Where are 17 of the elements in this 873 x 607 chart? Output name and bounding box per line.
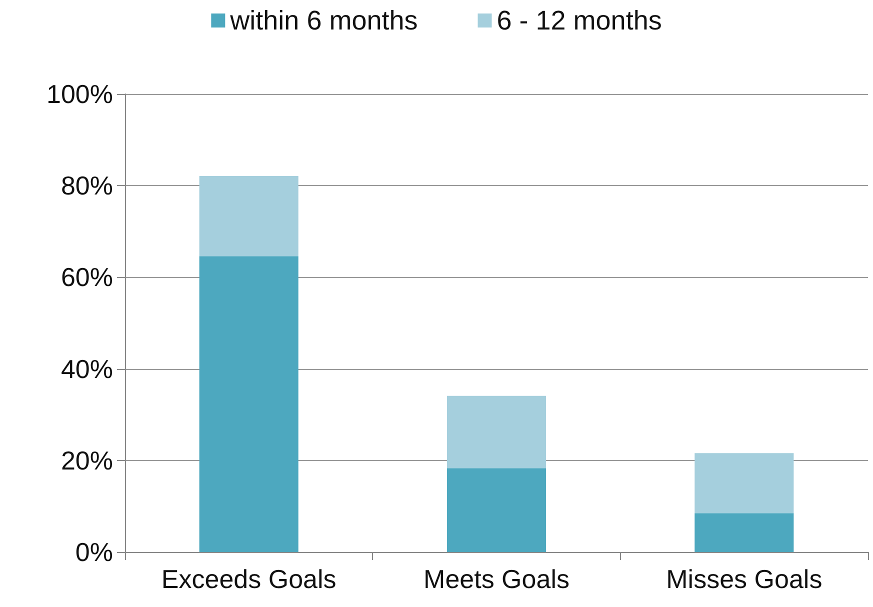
x-tick-label: Meets Goals	[424, 564, 570, 594]
y-tick-label: 0%	[75, 537, 113, 567]
legend-label: 6 - 12 months	[496, 6, 662, 36]
x-tick-label: Misses Goals	[666, 564, 822, 594]
bar	[446, 468, 546, 552]
bar	[446, 396, 546, 468]
bar	[199, 256, 298, 552]
y-tick-label: 80%	[60, 170, 113, 201]
bar	[694, 513, 794, 552]
bar	[694, 453, 794, 514]
y-tick-label: 20%	[60, 445, 113, 476]
x-tick-label: Exceeds Goals	[161, 564, 336, 594]
y-tick-label: 40%	[60, 354, 113, 384]
y-tick-label: 100%	[46, 79, 113, 109]
bar	[199, 176, 298, 256]
y-tick-label: 60%	[60, 262, 113, 292]
legend-label: within 6 months	[229, 6, 418, 36]
